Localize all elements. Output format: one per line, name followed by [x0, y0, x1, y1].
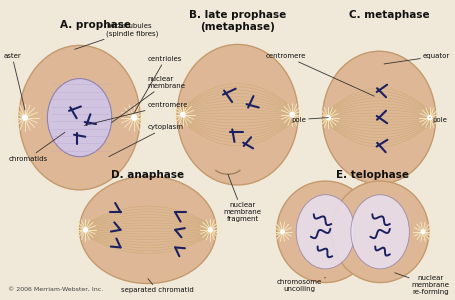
Text: nuclear
membrane
re-forming: nuclear membrane re-forming [395, 273, 450, 296]
Ellipse shape [296, 195, 355, 269]
Circle shape [281, 230, 284, 234]
Text: microtubules
(spindle fibres): microtubules (spindle fibres) [75, 23, 158, 49]
Text: aster: aster [3, 53, 25, 110]
Ellipse shape [323, 51, 436, 184]
Text: chromatids: chromatids [8, 132, 65, 162]
Text: chromosome
uncoiling: chromosome uncoiling [277, 278, 325, 292]
Text: centromere: centromere [85, 102, 188, 125]
Text: pole: pole [291, 117, 329, 123]
Text: centromere: centromere [266, 53, 374, 96]
Text: B. late prophase
(metaphase): B. late prophase (metaphase) [189, 10, 286, 32]
Text: © 2006 Merriam-Webster, Inc.: © 2006 Merriam-Webster, Inc. [8, 286, 104, 291]
Circle shape [181, 112, 185, 117]
Ellipse shape [177, 44, 298, 185]
Circle shape [326, 116, 330, 120]
Text: A. prophase: A. prophase [60, 20, 131, 30]
Ellipse shape [331, 181, 429, 283]
Text: E. telophase: E. telophase [336, 170, 409, 180]
Circle shape [421, 230, 425, 234]
Text: nuclear
membrane
fragment: nuclear membrane fragment [223, 174, 262, 222]
Ellipse shape [277, 181, 374, 283]
Ellipse shape [80, 176, 216, 284]
Circle shape [208, 228, 212, 232]
Text: cytoplasm: cytoplasm [109, 124, 184, 157]
Circle shape [22, 115, 27, 120]
Ellipse shape [351, 195, 410, 269]
Ellipse shape [47, 79, 112, 157]
Circle shape [428, 116, 432, 120]
Text: separated chromatid: separated chromatid [121, 279, 194, 293]
Ellipse shape [19, 45, 140, 190]
Circle shape [83, 228, 87, 232]
Circle shape [290, 112, 294, 117]
Text: D. anaphase: D. anaphase [111, 170, 184, 180]
Text: equator: equator [384, 53, 450, 64]
Circle shape [132, 115, 136, 120]
Text: nuclear
membrane: nuclear membrane [112, 76, 186, 122]
Text: C. metaphase: C. metaphase [349, 10, 429, 20]
Text: centrioles: centrioles [134, 56, 182, 113]
Text: pole: pole [430, 117, 448, 123]
